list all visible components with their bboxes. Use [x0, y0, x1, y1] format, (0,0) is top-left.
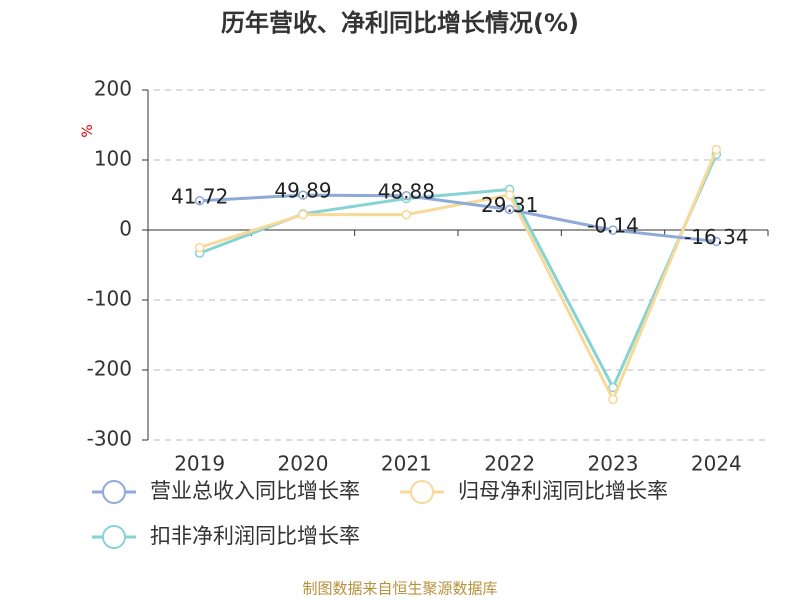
- legend-marker: [410, 480, 434, 504]
- x-tick-label: 2024: [691, 452, 742, 476]
- data-point: [608, 225, 618, 235]
- data-point: [401, 209, 412, 220]
- y-tick-label: 0: [119, 217, 132, 241]
- data-label: 49.89: [274, 179, 331, 203]
- data-point: [298, 209, 308, 220]
- legend-marker: [102, 525, 126, 549]
- legend-label: 营业总收入同比增长率: [150, 479, 360, 503]
- legend-label: 归母净利润同比增长率: [458, 479, 668, 503]
- x-tick-label: 2020: [278, 452, 329, 476]
- data-label: 29.31: [481, 193, 538, 217]
- data-point: [504, 190, 515, 200]
- data-point: [504, 204, 515, 215]
- y-tick-label: -100: [87, 287, 132, 311]
- chart-title: 历年营收、净利同比增长情况(%): [221, 9, 579, 37]
- data-label: 41.72: [171, 184, 228, 208]
- data-point: [194, 242, 205, 253]
- source-note: 制图数据来自恒生聚源数据库: [302, 580, 497, 598]
- data-point: [711, 236, 722, 247]
- y-axis-label: %: [80, 124, 96, 137]
- data-point: [194, 196, 205, 206]
- legend-label: 扣非净利润同比增长率: [150, 524, 360, 548]
- y-tick-label: -300: [87, 427, 132, 451]
- data-point: [711, 144, 722, 155]
- series-line: [199, 193, 717, 243]
- series-line: [199, 148, 718, 403]
- data-point: [401, 191, 412, 201]
- x-tick-label: 2019: [174, 452, 225, 476]
- y-tick-label: -200: [87, 357, 132, 381]
- x-tick-label: 2022: [484, 452, 535, 476]
- data-label: 48.88: [378, 179, 435, 203]
- y-tick-label: 100: [94, 147, 132, 171]
- legend-marker: [102, 480, 126, 504]
- data-label: -0.14: [587, 214, 639, 238]
- y-tick-label: 200: [94, 77, 132, 101]
- data-point: [298, 190, 308, 200]
- x-tick-label: 2023: [588, 452, 639, 476]
- data-label: -16.34: [684, 225, 748, 249]
- x-tick-label: 2021: [381, 452, 432, 476]
- data-point: [608, 394, 618, 405]
